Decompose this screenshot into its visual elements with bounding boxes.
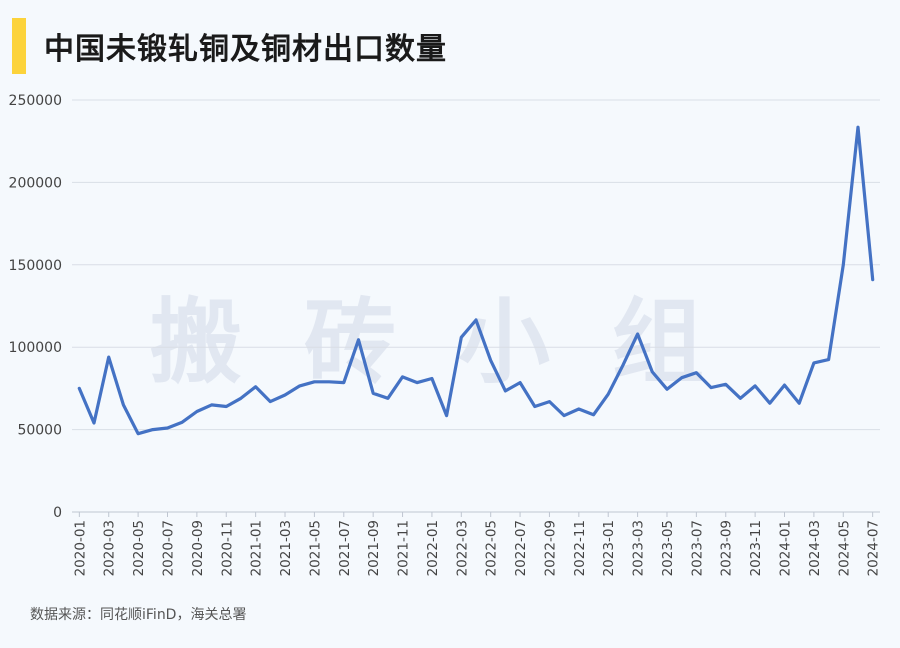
- x-tick-label: 2020-05: [131, 520, 147, 576]
- x-tick-label: 2024-05: [836, 520, 852, 576]
- y-tick-label: 250000: [9, 93, 62, 109]
- data-source-note: 数据来源：同花顺iFinD，海关总署: [30, 607, 247, 623]
- x-tick-label: 2023-11: [748, 520, 764, 576]
- x-tick-label: 2022-07: [513, 520, 529, 576]
- x-tick-label: 2021-11: [396, 520, 412, 576]
- x-tick-label: 2024-03: [807, 520, 823, 576]
- x-tick-label: 2022-09: [542, 520, 558, 576]
- watermark: 搬砖小组: [150, 289, 767, 396]
- series-line: [77, 125, 875, 436]
- x-tick-label: 2023-07: [689, 520, 705, 576]
- x-tick-label: 2020-09: [190, 520, 206, 576]
- x-tick-label: 2022-03: [454, 520, 470, 576]
- title-accent-bar: [12, 18, 26, 74]
- x-tick-label: 2022-05: [484, 520, 500, 576]
- x-tick-label: 2021-07: [337, 520, 353, 576]
- x-tick-label: 2020-11: [219, 520, 235, 576]
- x-tick-label: 2024-07: [866, 520, 882, 576]
- x-tick-label: 2021-09: [366, 520, 382, 576]
- y-tick-label: 200000: [9, 175, 62, 191]
- x-tick-label: 2023-03: [631, 520, 647, 576]
- y-axis-tick-labels: 0 50000 100000 150000 200000 250000: [9, 93, 62, 521]
- x-tick-label: 2023-01: [601, 520, 617, 576]
- x-axis-tick-labels: 2020-01 2020-03 2020-05 2020-07 2020-09 2020-…: [72, 512, 882, 576]
- x-tick-label: 2022-01: [425, 520, 441, 576]
- x-tick-label: 2021-01: [249, 520, 265, 576]
- x-tick-label: 2024-01: [778, 520, 794, 576]
- grid-lines: [72, 99, 880, 513]
- x-tick-label: 2023-09: [719, 520, 735, 576]
- x-tick-label: 2021-03: [278, 520, 294, 576]
- y-tick-label: 50000: [17, 423, 62, 439]
- y-tick-label: 100000: [9, 340, 62, 356]
- chart-title: 中国未锻轧铜及铜材出口数量: [44, 32, 447, 67]
- y-tick-label: 150000: [9, 258, 62, 274]
- x-tick-label: 2021-05: [307, 520, 323, 576]
- x-tick-label: 2020-01: [72, 520, 88, 576]
- x-tick-label: 2023-05: [660, 520, 676, 576]
- x-tick-label: 2020-07: [160, 520, 176, 576]
- x-tick-label: 2020-03: [102, 520, 118, 576]
- x-tick-label: 2022-11: [572, 520, 588, 576]
- y-tick-label: 0: [53, 505, 62, 521]
